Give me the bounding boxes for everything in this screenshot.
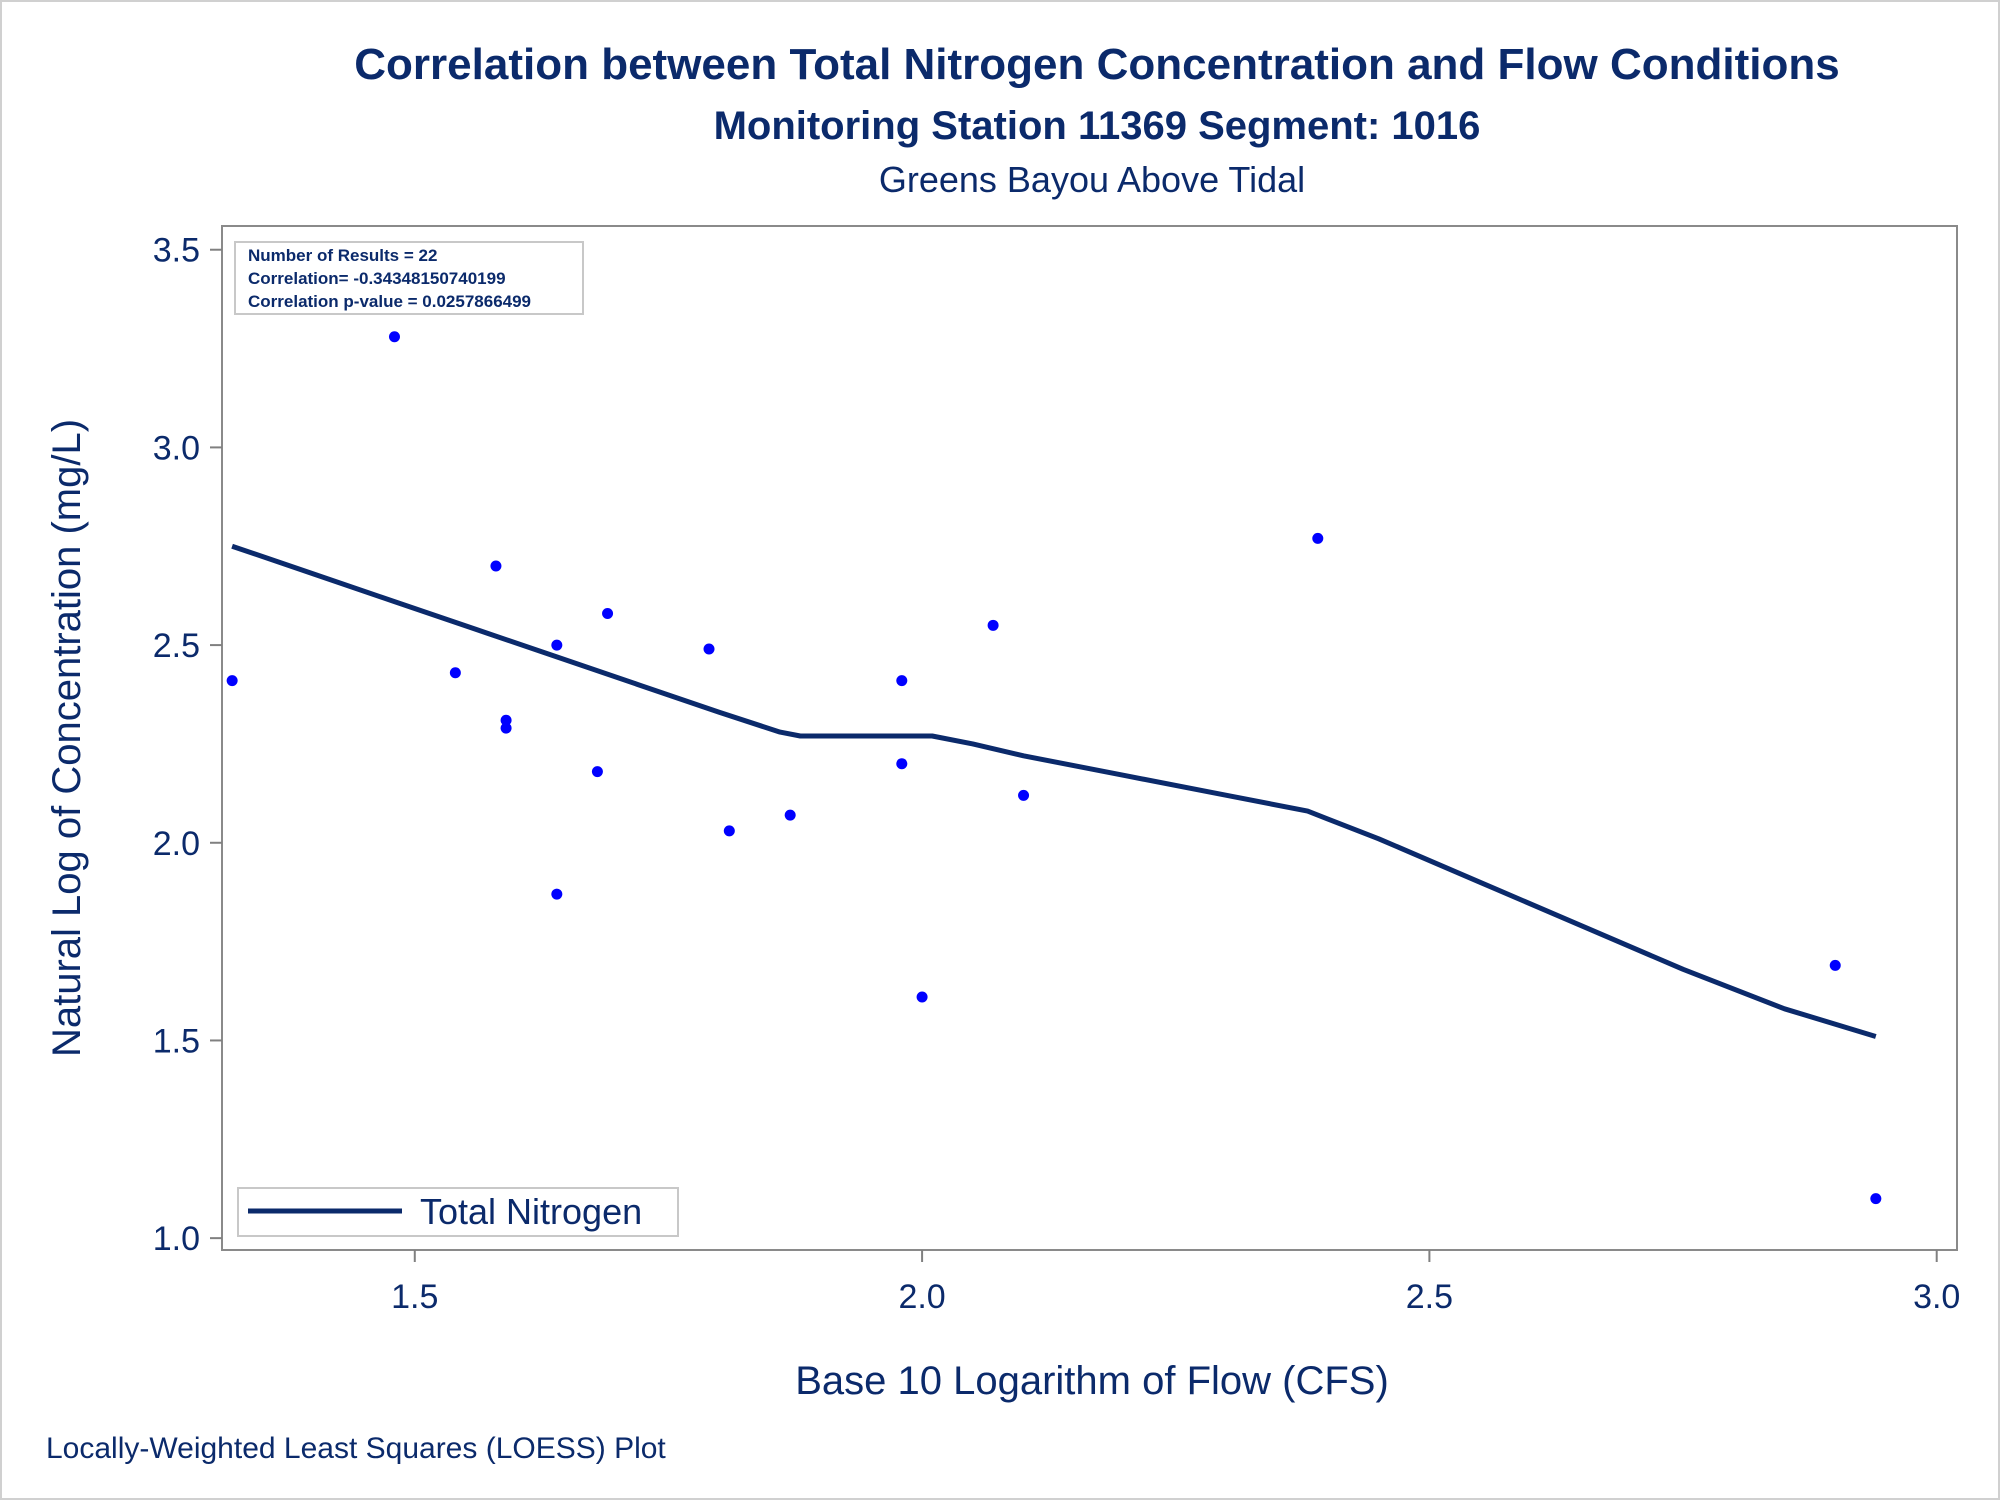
data-point bbox=[1312, 532, 1324, 544]
data-point bbox=[500, 714, 512, 726]
x-tick-label: 2.0 bbox=[898, 1278, 945, 1316]
data-point bbox=[602, 607, 614, 619]
data-point bbox=[1829, 959, 1841, 971]
data-point bbox=[896, 758, 908, 770]
x-tick-label: 1.5 bbox=[391, 1278, 438, 1316]
data-point bbox=[226, 675, 238, 687]
data-point bbox=[500, 722, 512, 734]
footnote: Locally-Weighted Least Squares (LOESS) P… bbox=[46, 1432, 666, 1465]
data-point bbox=[449, 667, 461, 679]
y-tick-label: 3.5 bbox=[153, 232, 200, 270]
y-tick-label: 2.0 bbox=[153, 825, 200, 863]
y-tick-label: 1.5 bbox=[153, 1022, 200, 1060]
legend-label: Total Nitrogen bbox=[420, 1191, 642, 1232]
data-point bbox=[916, 991, 928, 1003]
stat-p-value: Correlation p-value = 0.0257866499 bbox=[248, 292, 531, 311]
data-point bbox=[1018, 789, 1030, 801]
data-point bbox=[490, 560, 502, 572]
data-point bbox=[703, 643, 715, 655]
data-point bbox=[896, 675, 908, 687]
stat-correlation: Correlation= -0.34348150740199 bbox=[248, 269, 506, 288]
y-tick-label: 2.5 bbox=[153, 627, 200, 665]
data-point bbox=[551, 639, 563, 651]
data-point bbox=[591, 766, 603, 778]
data-point bbox=[1870, 1193, 1882, 1205]
y-tick-label: 3.0 bbox=[153, 429, 200, 467]
y-axis: 1.0 1.5 2.0 2.5 3.0 3.5 bbox=[153, 232, 222, 1258]
y-tick-label: 1.0 bbox=[153, 1220, 200, 1258]
data-point bbox=[551, 888, 563, 900]
data-point bbox=[723, 825, 735, 837]
legend: Total Nitrogen bbox=[237, 1187, 679, 1237]
y-axis-title: Natural Log of Concentration (mg/L) bbox=[45, 419, 89, 1057]
loess-line-total-nitrogen bbox=[231, 543, 1877, 1039]
data-point bbox=[388, 331, 400, 343]
chart-title: Correlation between Total Nitrogen Conce… bbox=[354, 40, 1839, 89]
x-tick-label: 2.5 bbox=[1406, 1278, 1453, 1316]
x-axis-title: Base 10 Logarithm of Flow (CFS) bbox=[795, 1359, 1389, 1403]
chart-subtitle: Monitoring Station 11369 Segment: 1016 bbox=[714, 104, 1481, 148]
stat-n-results: Number of Results = 22 bbox=[248, 246, 437, 265]
data-point bbox=[987, 619, 999, 631]
data-point bbox=[784, 809, 796, 821]
chart-subtitle-2: Greens Bayou Above Tidal bbox=[879, 159, 1305, 200]
x-tick-label: 3.0 bbox=[1913, 1278, 1960, 1316]
stats-box: Number of Results = 22 Correlation= -0.3… bbox=[234, 241, 584, 315]
plot-area bbox=[221, 225, 1958, 1251]
x-axis: 1.5 2.0 2.5 3.0 bbox=[391, 1250, 1960, 1316]
